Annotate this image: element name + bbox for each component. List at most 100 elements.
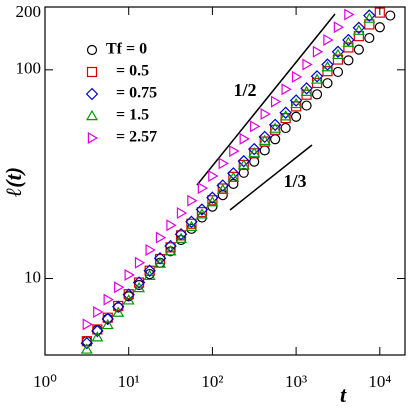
marker xyxy=(114,281,125,294)
marker xyxy=(289,94,303,107)
marker xyxy=(112,306,125,317)
marker xyxy=(91,324,104,338)
marker xyxy=(332,66,344,78)
legend-marker xyxy=(86,44,98,56)
marker xyxy=(280,122,291,134)
marker xyxy=(281,83,292,96)
marker xyxy=(175,232,188,243)
marker xyxy=(364,19,375,30)
marker xyxy=(300,85,313,96)
marker xyxy=(111,300,125,314)
marker xyxy=(352,24,365,35)
legend-label: = 0.75 xyxy=(116,85,157,102)
marker xyxy=(259,145,270,156)
plot-area xyxy=(80,7,396,354)
marker xyxy=(103,293,114,306)
marker xyxy=(229,145,240,158)
marker xyxy=(291,70,303,83)
marker xyxy=(134,256,146,269)
x-tick-label: 10¹ xyxy=(118,372,140,391)
marker xyxy=(216,179,230,192)
marker xyxy=(195,203,209,216)
legend-marker xyxy=(87,132,99,144)
marker xyxy=(342,33,355,47)
marker xyxy=(374,22,385,33)
marker xyxy=(122,294,135,305)
marker xyxy=(101,312,115,326)
marker xyxy=(237,154,251,168)
marker xyxy=(333,21,345,34)
marker xyxy=(208,169,219,182)
annotation: 1/3 xyxy=(283,171,306,191)
marker xyxy=(185,215,198,229)
marker xyxy=(342,36,355,47)
marker xyxy=(122,288,135,301)
marker xyxy=(174,227,188,241)
marker xyxy=(187,194,198,207)
marker xyxy=(260,108,271,121)
marker xyxy=(155,231,167,244)
marker xyxy=(164,239,177,253)
y-tick-label: 10 xyxy=(24,267,41,286)
marker xyxy=(268,118,282,132)
marker xyxy=(206,196,219,207)
marker xyxy=(249,156,260,167)
marker xyxy=(331,45,345,59)
marker xyxy=(352,21,366,35)
marker xyxy=(270,124,281,135)
marker xyxy=(80,336,94,350)
marker xyxy=(132,276,146,289)
marker xyxy=(164,245,177,256)
marker xyxy=(269,122,282,133)
marker xyxy=(247,142,261,156)
marker xyxy=(353,31,364,42)
marker xyxy=(344,8,355,21)
marker xyxy=(310,70,324,83)
marker xyxy=(218,157,229,170)
slope-guide xyxy=(229,144,313,211)
marker xyxy=(258,134,271,145)
marker xyxy=(197,182,209,195)
legend-marker xyxy=(86,66,98,78)
plot-frame xyxy=(44,6,406,356)
marker xyxy=(301,100,312,111)
marker xyxy=(185,220,198,231)
marker xyxy=(270,134,281,145)
marker xyxy=(133,277,145,288)
marker xyxy=(385,10,396,21)
slope-guide xyxy=(196,13,336,186)
marker xyxy=(311,73,324,84)
marker xyxy=(279,110,292,121)
marker xyxy=(332,54,344,65)
y-tick-label: 200 xyxy=(16,2,42,21)
marker xyxy=(311,89,323,100)
marker xyxy=(91,331,104,342)
marker xyxy=(279,106,292,119)
marker xyxy=(363,9,376,22)
marker xyxy=(154,257,167,268)
marker xyxy=(186,218,197,229)
marker xyxy=(321,60,334,72)
marker xyxy=(196,207,208,218)
marker xyxy=(101,318,114,330)
marker xyxy=(258,130,271,144)
legend-label: = 2.57 xyxy=(116,129,157,146)
x-tick-label: 10⁰ xyxy=(33,372,57,391)
marker xyxy=(82,318,93,331)
marker xyxy=(321,58,334,71)
marker xyxy=(364,32,375,44)
marker xyxy=(207,195,218,206)
marker xyxy=(237,159,250,170)
marker xyxy=(216,183,229,195)
marker xyxy=(353,44,364,55)
marker xyxy=(323,33,334,46)
marker xyxy=(93,306,104,318)
legend-marker xyxy=(85,87,99,101)
marker xyxy=(300,82,313,95)
marker xyxy=(270,95,282,108)
marker xyxy=(145,243,156,256)
marker xyxy=(259,136,270,147)
marker xyxy=(343,42,354,53)
marker xyxy=(250,120,261,133)
